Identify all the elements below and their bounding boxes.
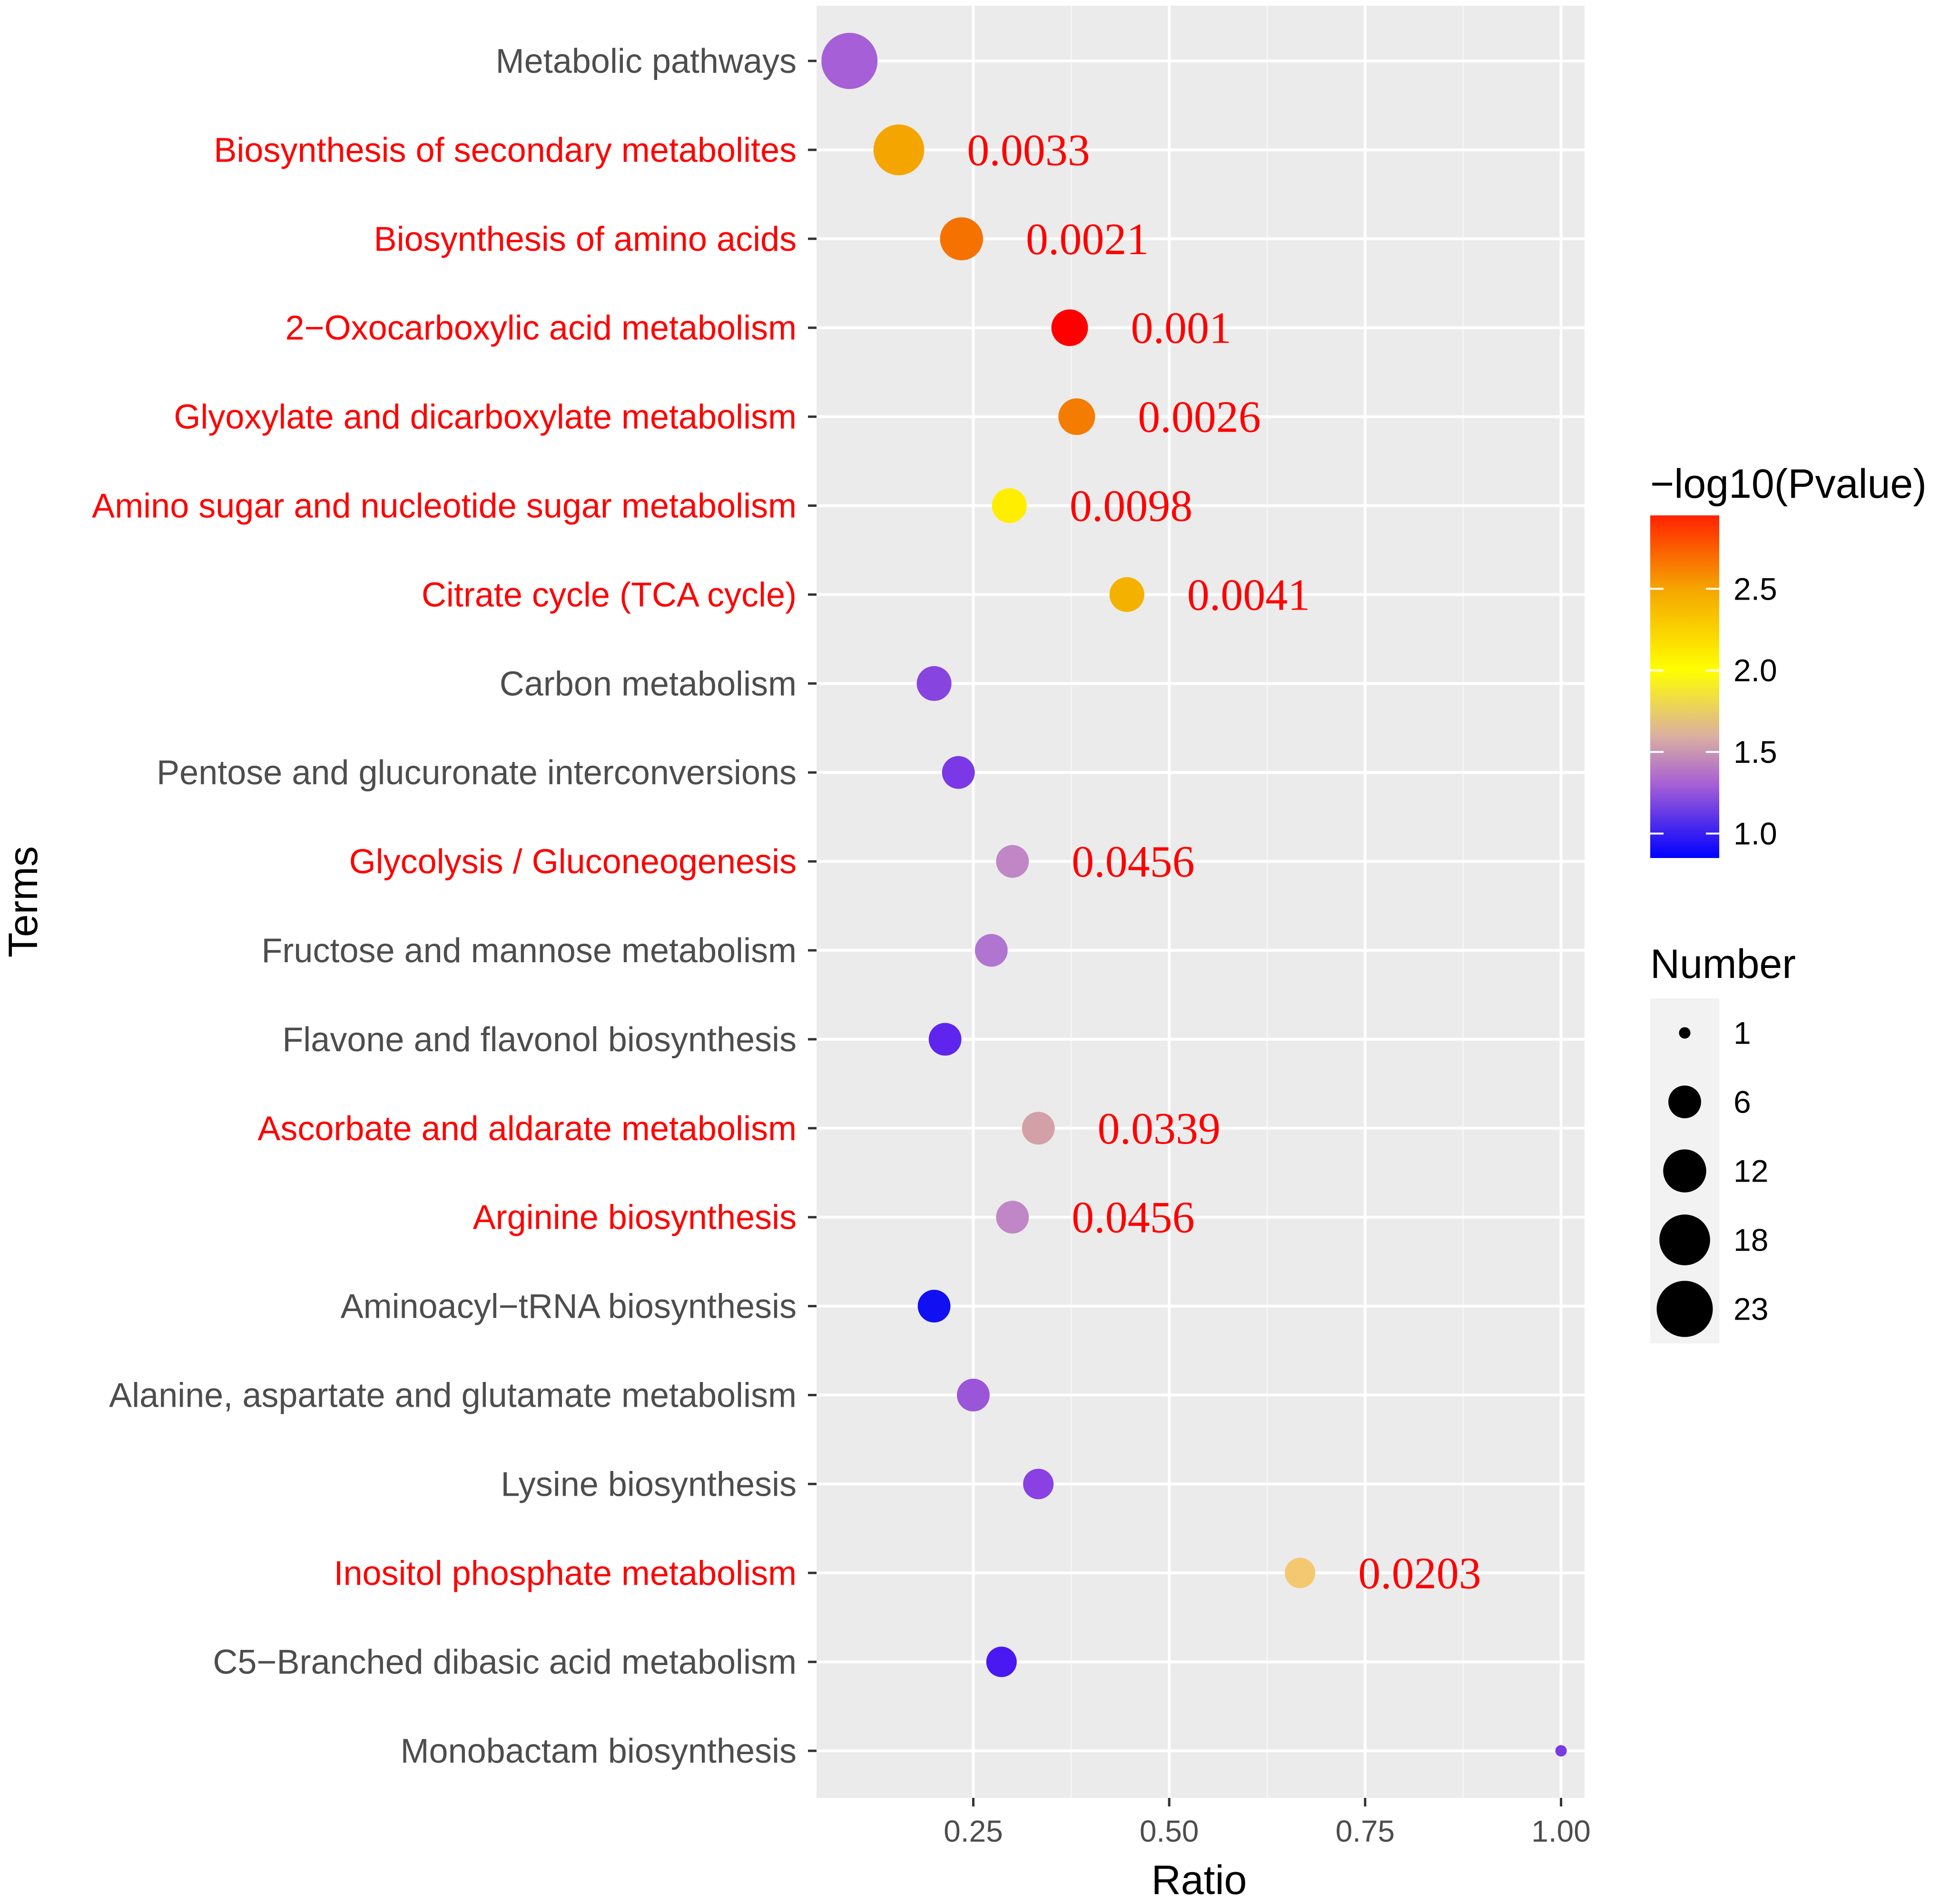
pvalue-annotation: 0.001 xyxy=(1131,304,1231,353)
size-legend-label: 18 xyxy=(1733,1223,1768,1258)
term-label: Lysine biosynthesis xyxy=(501,1465,797,1503)
term-label: Metabolic pathways xyxy=(496,42,797,80)
data-point xyxy=(975,934,1008,967)
data-point xyxy=(940,217,983,261)
y-axis-ticks: Metabolic pathways Biosynthesis of second… xyxy=(92,42,817,1770)
term-label: Inositol phosphate metabolism xyxy=(334,1554,797,1592)
pvalue-annotation: 0.0203 xyxy=(1358,1549,1481,1598)
term-label: Glyoxylate and dicarboxylate metabolism xyxy=(174,398,797,436)
data-points xyxy=(821,33,1567,1757)
data-point xyxy=(1023,1469,1054,1500)
term-label: Fructose and mannose metabolism xyxy=(261,932,797,970)
size-legend-label: 23 xyxy=(1733,1292,1768,1327)
size-legend-circle xyxy=(1659,1214,1710,1265)
term-label: Pentose and glucuronate interconversions xyxy=(157,754,797,792)
size-legend-circle xyxy=(1668,1085,1701,1118)
x-tick-label: 0.25 xyxy=(944,1814,1003,1848)
pvalue-annotation: 0.0339 xyxy=(1097,1104,1221,1154)
data-point xyxy=(917,1290,951,1323)
term-label: 2−Oxocarboxylic acid metabolism xyxy=(286,309,797,347)
term-label: Aminoacyl−tRNA biosynthesis xyxy=(341,1288,797,1326)
term-label: Ascorbate and aldarate metabolism xyxy=(257,1110,797,1148)
size-legend-title: Number xyxy=(1650,941,1796,987)
color-bar xyxy=(1650,515,1719,858)
term-label: Amino sugar and nucleotide sugar metabol… xyxy=(92,487,797,525)
color-bar-ticks: 1.0 1.5 2.0 2.5 xyxy=(1650,571,1777,851)
term-label: Arginine biosynthesis xyxy=(473,1199,797,1237)
x-axis-title: Ratio xyxy=(1152,1857,1247,1903)
size-legend-circle xyxy=(1663,1149,1706,1193)
color-bar-tick-label: 2.5 xyxy=(1733,571,1777,606)
x-axis-ticks: 0.25 0.50 0.75 1.00 xyxy=(944,1798,1591,1848)
data-point xyxy=(928,1023,962,1056)
size-legend-keys: 1 6 12 18 23 xyxy=(1650,998,1768,1343)
color-legend-title: −log10(Pvalue) xyxy=(1650,461,1927,507)
size-legend-circle xyxy=(1656,1281,1713,1337)
x-tick-label: 1.00 xyxy=(1531,1814,1591,1848)
y-axis-title: Terms xyxy=(0,846,46,957)
data-point xyxy=(821,33,878,89)
data-point xyxy=(996,845,1029,878)
pvalue-annotation: 0.0026 xyxy=(1138,393,1261,442)
term-label: Biosynthesis of amino acids xyxy=(374,220,797,258)
size-legend-label: 1 xyxy=(1733,1016,1751,1051)
data-point xyxy=(956,1379,990,1411)
data-point xyxy=(1109,577,1144,612)
term-label: Flavone and flavonol biosynthesis xyxy=(282,1021,797,1059)
grid-lines xyxy=(817,6,1585,1798)
data-point xyxy=(1051,309,1088,346)
x-tick-label: 0.50 xyxy=(1140,1814,1199,1848)
color-legend: −log10(Pvalue) 1.0 1.5 2.0 2.5 xyxy=(1650,461,1927,858)
color-bar-tick-label: 1.5 xyxy=(1733,734,1777,769)
term-label: Biosynthesis of secondary metabolites xyxy=(214,131,797,169)
term-label: Alanine, aspartate and glutamate metabol… xyxy=(109,1377,797,1415)
pvalue-annotation: 0.0456 xyxy=(1072,837,1195,887)
data-point xyxy=(1058,398,1095,435)
pvalue-annotation: 0.0041 xyxy=(1187,570,1310,620)
pvalue-annotations: 0.0033 0.0021 0.001 0.0026 0.0098 0.0041 0.045… xyxy=(967,126,1481,1598)
pvalue-annotation: 0.0033 xyxy=(967,126,1090,175)
color-bar-tick-label: 1.0 xyxy=(1733,816,1777,851)
data-point xyxy=(916,666,952,701)
size-legend: Number 1 6 12 18 23 xyxy=(1650,941,1796,1343)
data-point xyxy=(996,1201,1029,1234)
data-point xyxy=(942,756,975,789)
plot-panel xyxy=(817,6,1585,1798)
size-legend-label: 6 xyxy=(1733,1085,1751,1120)
term-label: C5−Branched dibasic acid metabolism xyxy=(213,1643,797,1681)
size-legend-label: 12 xyxy=(1733,1154,1768,1189)
data-point xyxy=(1555,1745,1567,1757)
data-point xyxy=(873,124,925,176)
pvalue-annotation: 0.0021 xyxy=(1026,215,1149,264)
data-point xyxy=(1022,1112,1055,1145)
term-label: Glycolysis / Gluconeogenesis xyxy=(349,843,797,881)
term-label: Citrate cycle (TCA cycle) xyxy=(422,576,797,614)
size-legend-circle xyxy=(1679,1027,1691,1039)
data-point xyxy=(1285,1558,1316,1588)
term-label: Carbon metabolism xyxy=(500,665,797,703)
term-label: Monobactam biosynthesis xyxy=(401,1732,797,1770)
pvalue-annotation: 0.0456 xyxy=(1072,1193,1195,1243)
data-point xyxy=(986,1647,1017,1677)
color-bar-tick-label: 2.0 xyxy=(1733,653,1777,688)
data-point xyxy=(992,488,1027,523)
x-tick-label: 0.75 xyxy=(1336,1814,1395,1848)
pvalue-annotation: 0.0098 xyxy=(1070,482,1193,531)
